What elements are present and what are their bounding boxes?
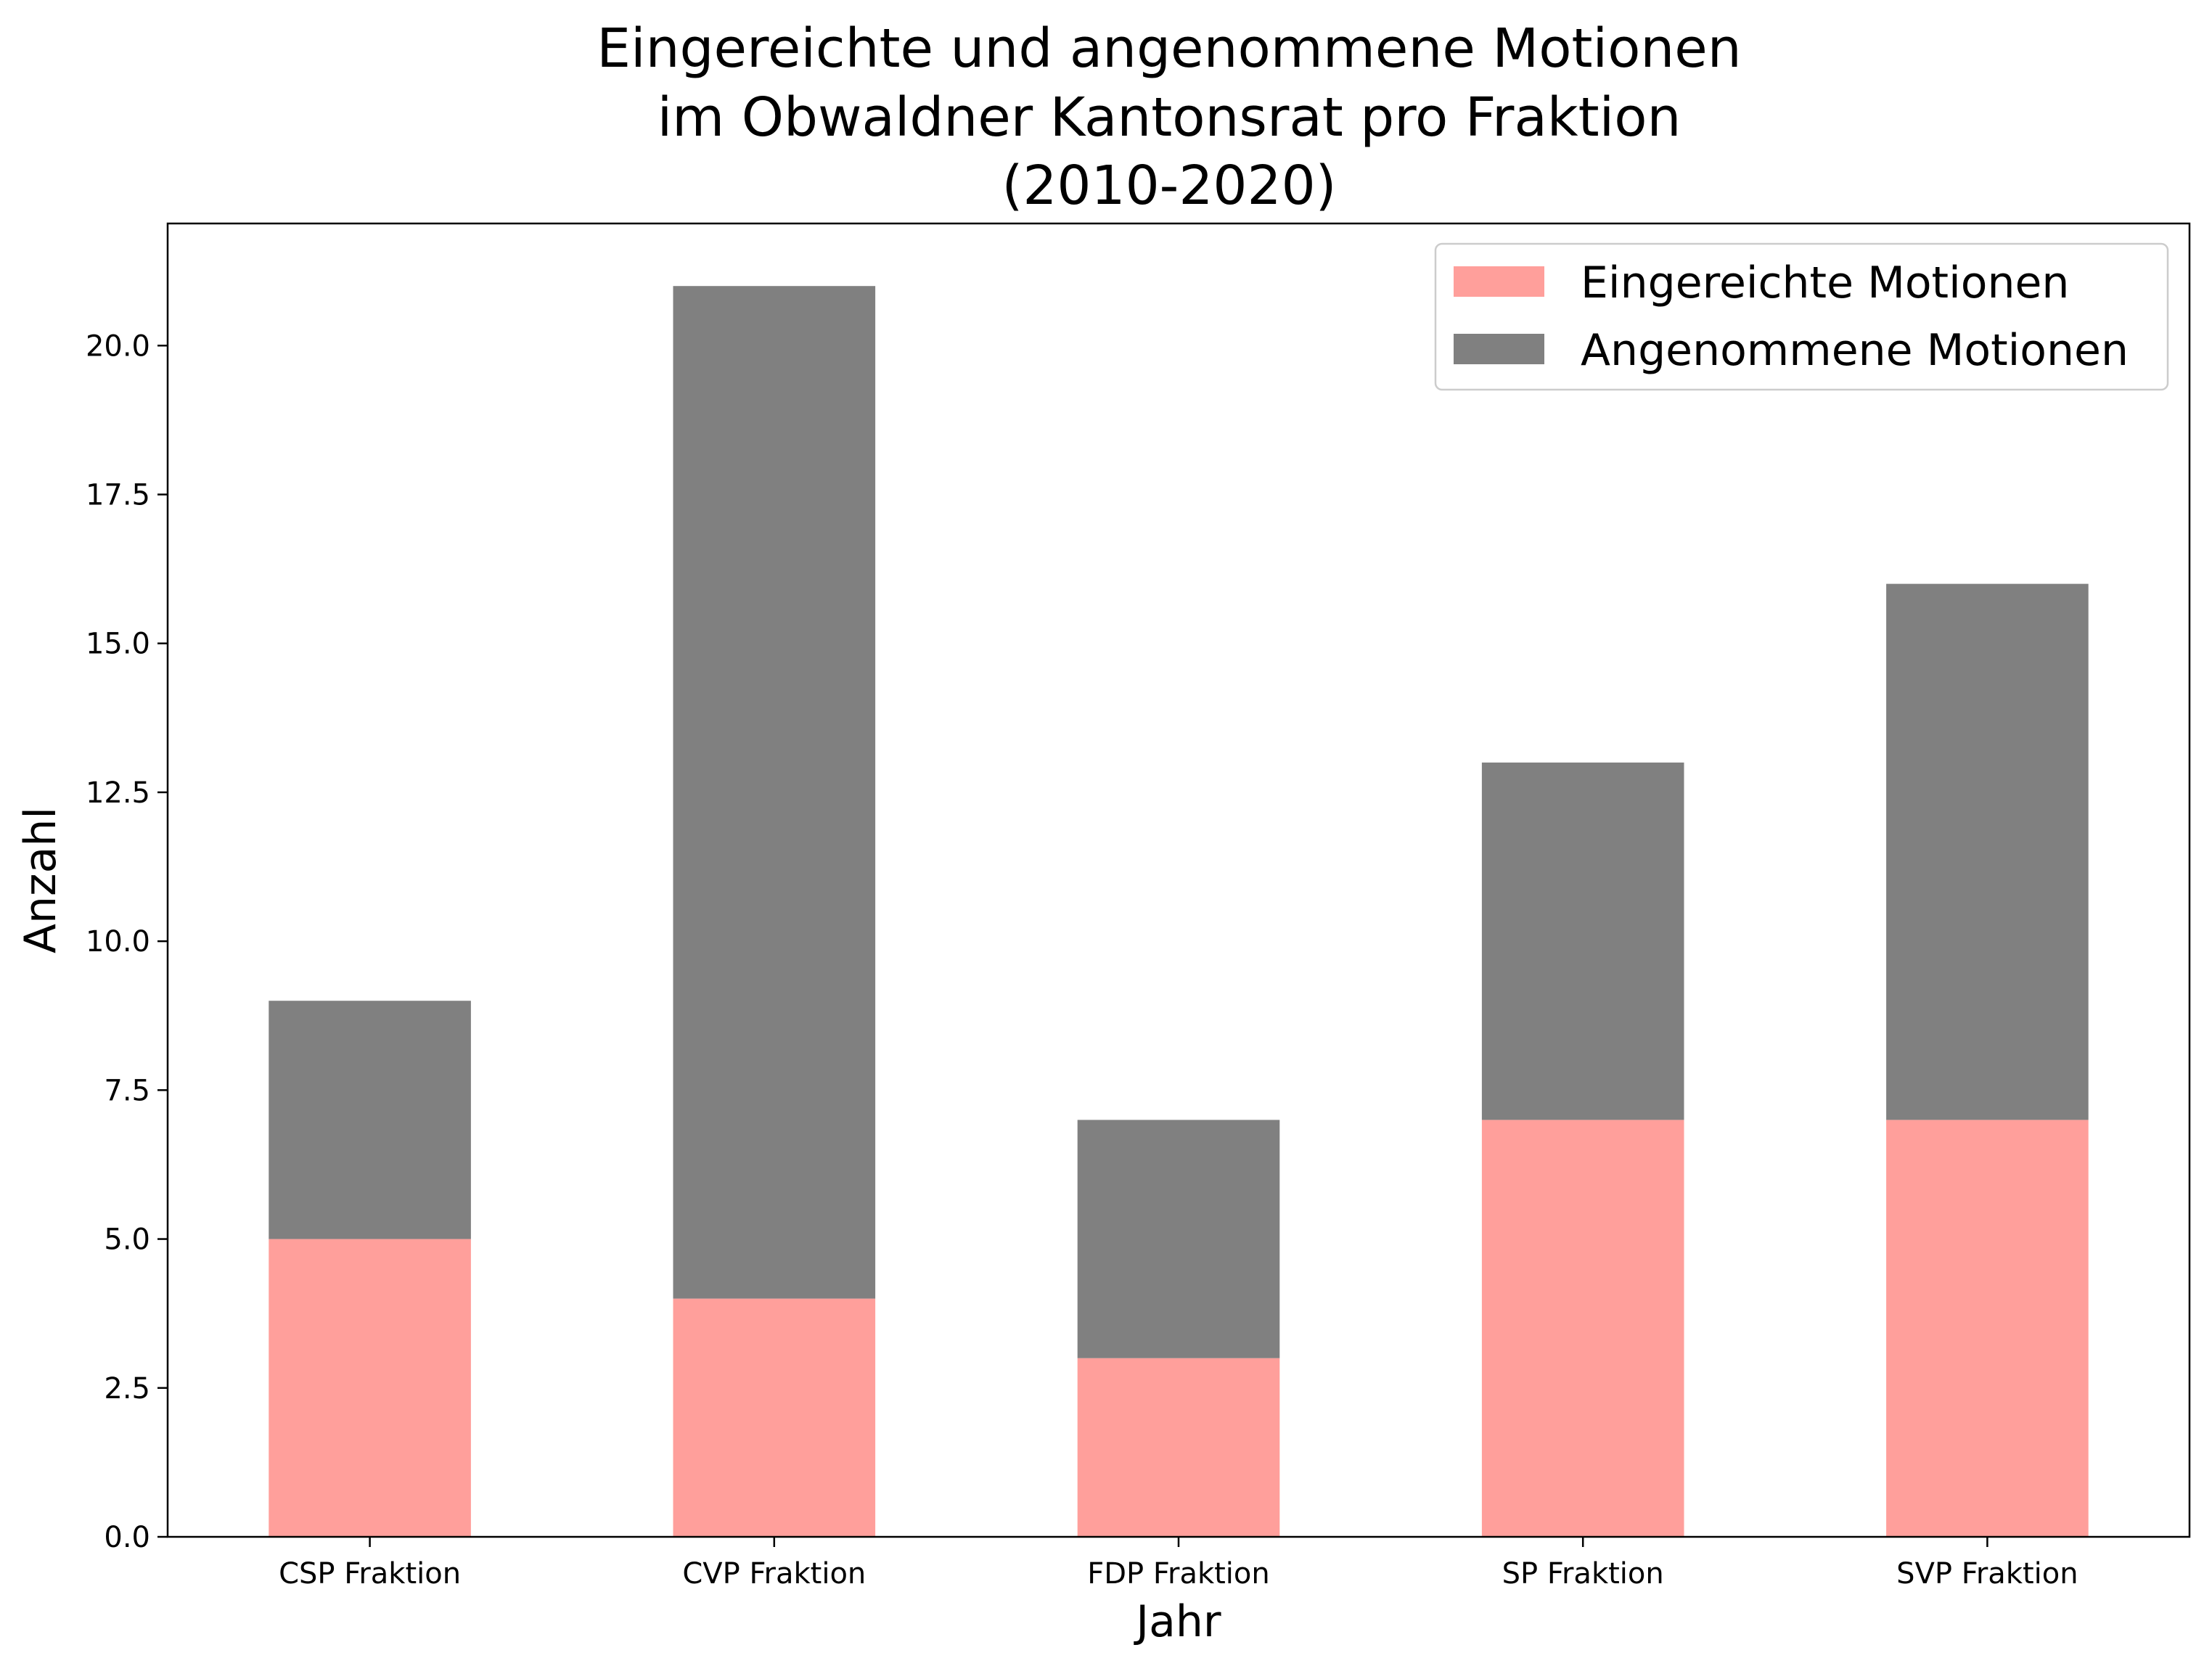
y-tick-label: 10.0 — [86, 925, 150, 959]
chart-title-line-1: Eingereichte und angenommene Motionen — [597, 17, 1741, 80]
chart-title-line-3: (2010-2020) — [1001, 155, 1336, 217]
legend-label-angenommene: Angenommene Motionen — [1581, 325, 2129, 376]
bar-eingereichte-sp-fraktion — [1481, 1120, 1684, 1537]
x-axis-label: Jahr — [1133, 1596, 1221, 1647]
bar-eingereichte-cvp-fraktion — [673, 1298, 876, 1537]
legend: Eingereichte Motionen Angenommene Motion… — [1434, 242, 2169, 391]
bar-eingereichte-csp-fraktion — [269, 1239, 471, 1537]
legend-frame — [1434, 242, 2169, 391]
legend-label-eingereichte: Eingereichte Motionen — [1581, 258, 2069, 308]
y-tick-label: 15.0 — [86, 628, 150, 661]
x-tick-label: SVP Fraktion — [1896, 1557, 2078, 1591]
y-tick-label: 7.5 — [104, 1074, 150, 1107]
chart-title: Eingereichte und angenommene Motionen im… — [597, 17, 1741, 217]
bar-eingereichte-svp-fraktion — [1886, 1120, 2089, 1537]
bars — [269, 286, 2089, 1537]
x-tick-label: FDP Fraktion — [1087, 1557, 1269, 1591]
bar-angenommene-fdp-fraktion — [1077, 1120, 1280, 1358]
y-axis: 0.0 2.5 5.0 7.5 10.0 12.5 15.0 17.5 20.0 — [86, 329, 168, 1554]
x-tick-label: SP Fraktion — [1502, 1557, 1664, 1591]
bar-eingereichte-fdp-fraktion — [1077, 1358, 1280, 1537]
y-tick-label: 2.5 — [104, 1372, 150, 1406]
y-tick-label: 0.0 — [104, 1521, 150, 1554]
bar-angenommene-sp-fraktion — [1481, 762, 1684, 1120]
legend-swatch-angenommene — [1454, 334, 1544, 364]
bar-angenommene-csp-fraktion — [269, 1001, 471, 1239]
y-axis-label: Anzahl — [15, 807, 66, 953]
chart-title-line-2: im Obwaldner Kantonsrat pro Fraktion — [658, 86, 1681, 149]
x-tick-label: CSP Fraktion — [279, 1557, 461, 1591]
bar-angenommene-svp-fraktion — [1886, 583, 2089, 1120]
legend-swatch-eingereichte — [1454, 266, 1544, 297]
x-axis: CSP Fraktion CVP Fraktion FDP Fraktion SP F… — [279, 1537, 2078, 1591]
y-tick-label: 5.0 — [104, 1223, 150, 1257]
y-tick-label: 20.0 — [86, 329, 150, 363]
x-tick-label: CVP Fraktion — [682, 1557, 866, 1591]
bar-angenommene-cvp-fraktion — [673, 286, 876, 1299]
y-tick-label: 17.5 — [86, 478, 150, 512]
plot-frame — [166, 222, 2191, 1538]
y-tick-label: 12.5 — [86, 776, 150, 810]
